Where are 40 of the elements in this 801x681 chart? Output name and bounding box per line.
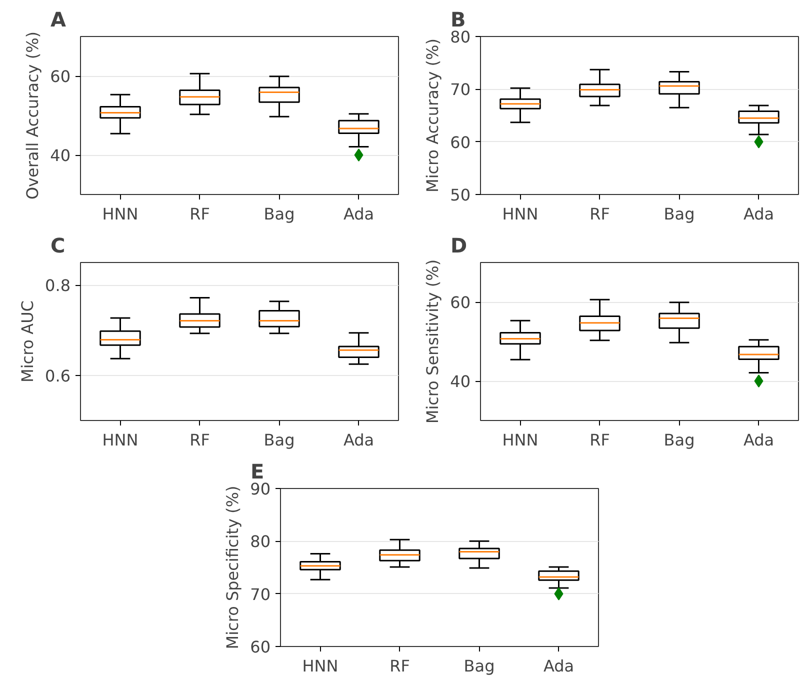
chart-title: C (50, 234, 66, 258)
chart-title: D (450, 234, 468, 258)
x-tick-label: Bag (664, 430, 695, 450)
y-tick-label: 60 (450, 293, 470, 312)
x-tick-label: HNN (502, 430, 538, 450)
y-axis-title: Micro Sensitivity (%) (423, 259, 442, 424)
y-tick-label: 0.8 (45, 276, 71, 296)
x-tick-label: RF (390, 656, 410, 676)
y-tick-label: 50 (450, 186, 470, 204)
chart-title: A (50, 8, 66, 32)
x-tick-label: Bag (664, 204, 695, 224)
x-tick-label: HNN (502, 204, 538, 224)
y-tick-label: 80 (250, 532, 270, 552)
y-tick-label: 70 (250, 584, 270, 604)
x-tick-label: Ada (743, 430, 774, 450)
y-axis-title: Micro Accuracy (%) (423, 38, 442, 192)
x-tick-label: RF (590, 430, 610, 450)
x-tick-label: Ada (743, 204, 774, 224)
x-tick-label: Ada (343, 430, 374, 450)
y-axis-title: Overall Accuracy (%) (23, 31, 42, 200)
y-tick-label: 60 (50, 67, 70, 86)
x-tick-label: Bag (464, 656, 495, 676)
x-tick-label: RF (590, 204, 610, 224)
x-tick-label: HNN (102, 430, 138, 450)
x-tick-label: RF (190, 430, 210, 450)
y-tick-label: 0.6 (45, 366, 71, 386)
y-axis-title: Micro AUC (18, 300, 38, 382)
y-tick-label: 60 (450, 132, 470, 152)
x-tick-label: Bag (264, 430, 295, 450)
x-tick-label: HNN (302, 656, 338, 676)
y-tick-label: 70 (450, 80, 470, 100)
x-tick-label: Bag (264, 204, 295, 224)
x-tick-label: HNN (102, 204, 138, 224)
x-tick-label: RF (190, 204, 210, 224)
x-tick-label: Ada (543, 656, 574, 676)
y-tick-label: 40 (50, 146, 70, 165)
y-tick-label: 60 (250, 638, 270, 656)
y-axis-title: Micro Specificity (%) (223, 486, 242, 650)
x-tick-label: Ada (343, 204, 374, 224)
y-tick-label: 40 (450, 372, 470, 391)
